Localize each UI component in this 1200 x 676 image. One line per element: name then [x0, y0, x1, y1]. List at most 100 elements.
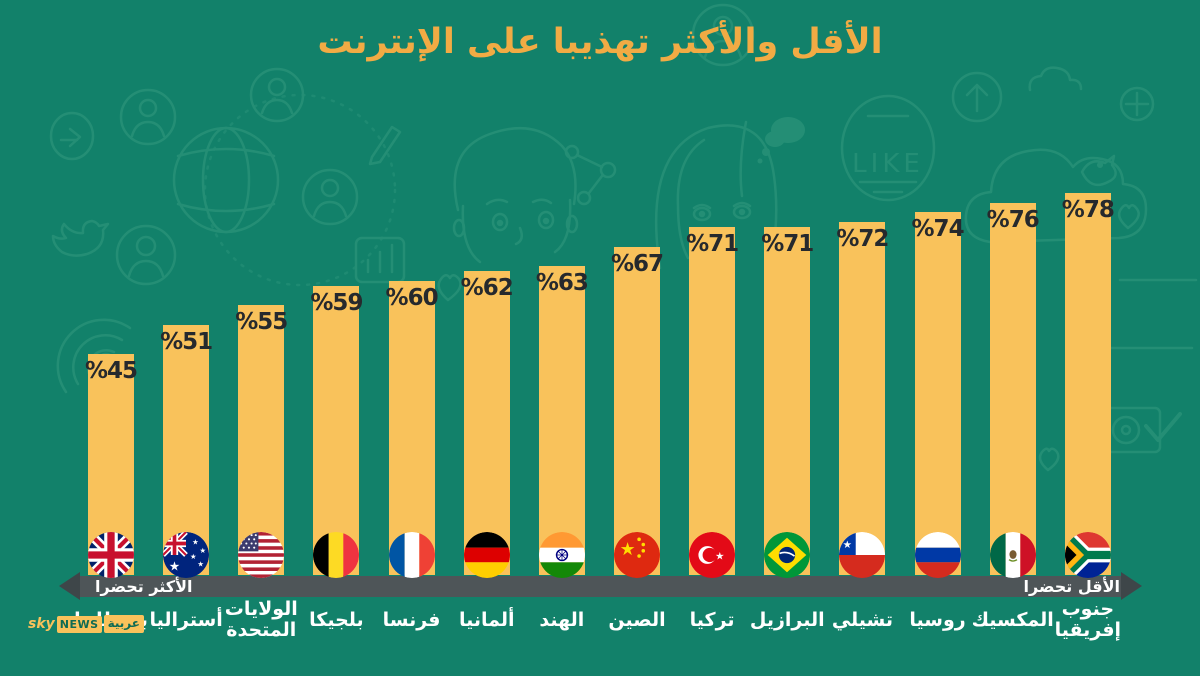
- axis-label-most-civil: الأكثر تحضرا: [95, 577, 193, 596]
- country-label: جنوب إفريقيا: [1054, 598, 1122, 641]
- country-label: ألمانيا: [458, 608, 515, 631]
- bar-value-label: %45: [84, 358, 138, 384]
- skynews-arabia-logo: sky NEWS عربية: [28, 615, 144, 633]
- country-label: بلجيكا: [309, 608, 364, 631]
- bar-brazil: %71: [761, 227, 814, 575]
- user-circle-icon: [121, 90, 175, 144]
- user-circle-icon: [693, 5, 753, 65]
- flag-australia-icon: ★ ★ ★ ★ ★: [163, 532, 210, 578]
- column-belgium: %59: [310, 286, 363, 578]
- country-label: فرنسا: [382, 608, 441, 631]
- svg-text:★: ★: [190, 552, 197, 561]
- logo-news-text: NEWS: [56, 615, 102, 633]
- bar-chile: %72: [836, 222, 889, 575]
- flag-mexico-icon: [989, 532, 1036, 578]
- country-label: الصين: [608, 608, 666, 631]
- bar-turkey: %71: [686, 227, 739, 575]
- bar-germany: %62: [460, 271, 514, 575]
- country-label: الهند: [539, 608, 585, 631]
- country-labels-row: بريطانيا أستراليا الولايات المتحدة بلجيك…: [74, 598, 1122, 642]
- bar-value-label: %74: [911, 216, 965, 242]
- girl-face-icon: [656, 122, 776, 268]
- cloud-bird-icon: [966, 150, 1146, 242]
- flag-france-icon: [388, 532, 435, 578]
- bar-value-label: %55: [235, 309, 288, 335]
- user-circle-icon: [117, 226, 175, 284]
- molecule-icon: [566, 146, 615, 204]
- flag-brazil-icon: [764, 532, 811, 578]
- axis-label-least-civil: الأقل تحضرا: [1023, 577, 1120, 596]
- country-label: روسيا: [909, 608, 966, 631]
- thought-bubble-icon: [757, 117, 805, 164]
- pencil-icon: [370, 127, 400, 164]
- flag-india-icon: [538, 532, 585, 578]
- column-russia: %74: [911, 212, 965, 578]
- bar-value-label: %62: [460, 275, 514, 301]
- svg-text:★: ★: [200, 546, 207, 555]
- svg-text:★: ★: [192, 538, 199, 547]
- svg-text:★: ★: [198, 560, 205, 569]
- like-badge-icon: LIKE: [842, 96, 934, 200]
- axis-arrow-left-icon: [59, 572, 80, 600]
- x-axis-bar: [77, 576, 1123, 597]
- svg-text:★: ★: [843, 539, 852, 551]
- country-label: الولايات المتحدة: [224, 598, 298, 641]
- column-france: %60: [385, 281, 439, 578]
- bar-usa: %55: [235, 305, 288, 575]
- bar-value-label: %71: [686, 231, 739, 257]
- camera-check-icon: [1106, 408, 1180, 452]
- column-britain: %45: [84, 354, 138, 578]
- bar-value-label: %76: [986, 207, 1040, 233]
- line-doodle: [1106, 280, 1196, 348]
- bar-value-label: %63: [535, 270, 589, 296]
- flag-turkey-icon: ★: [689, 532, 736, 578]
- column-australia: %51 ★ ★ ★ ★ ★: [160, 325, 213, 578]
- column-south-africa: %78: [1061, 193, 1115, 578]
- column-usa: %55: [235, 305, 288, 578]
- country-label: تركيا: [689, 608, 735, 631]
- country-label: تشيلي: [831, 608, 894, 631]
- flag-belgium-icon: [313, 532, 360, 578]
- country-label: المكسيك: [971, 608, 1054, 631]
- globe-icon: [174, 128, 278, 232]
- flag-united-states-icon: [238, 532, 285, 578]
- flag-china-icon: ★: [613, 532, 660, 578]
- flag-germany-icon: [463, 532, 510, 578]
- crosshair-icon: [1121, 88, 1153, 120]
- flag-united-kingdom-icon: [88, 532, 134, 578]
- arrow-up-circle-icon: [953, 73, 1001, 121]
- logo-sky-text: sky: [28, 616, 55, 632]
- column-mexico: %76: [986, 203, 1040, 578]
- user-circle-icon: [303, 170, 357, 224]
- bar-value-label: %78: [1061, 197, 1115, 223]
- user-circle-icon: [251, 69, 303, 121]
- country-label: البرازيل: [749, 608, 825, 631]
- twitter-bird-icon: [53, 221, 108, 256]
- axis-arrow-right-icon: [1121, 572, 1142, 600]
- bar-value-label: %59: [310, 290, 363, 316]
- bar-china: %67: [610, 247, 664, 575]
- column-india: %63: [535, 266, 589, 578]
- bar-south-africa: %78: [1061, 193, 1115, 575]
- column-chile: %72 ★: [836, 222, 889, 578]
- bar-mexico: %76: [986, 203, 1040, 575]
- cloud-icon: [1030, 68, 1081, 90]
- bar-value-label: %67: [610, 251, 664, 277]
- logo-arabia-text: عربية: [103, 615, 144, 633]
- svg-text:LIKE: LIKE: [852, 149, 924, 179]
- svg-text:★: ★: [620, 540, 636, 560]
- bar-value-label: %60: [385, 285, 439, 311]
- svg-text:★: ★: [169, 559, 180, 574]
- bar-value-label: %51: [160, 329, 213, 355]
- bar-chart-icon: [356, 238, 404, 282]
- column-china: %67 ★: [610, 247, 664, 578]
- country-label: أستراليا: [149, 608, 223, 631]
- flag-russia-icon: [914, 532, 961, 578]
- bar-chart: %45 %51: [84, 0, 1115, 578]
- bar-india: %63: [535, 266, 589, 575]
- column-turkey: %71 ★: [686, 227, 739, 578]
- svg-text:★: ★: [715, 551, 724, 563]
- dotted-orbit-icon: [205, 95, 395, 285]
- share-arrow-icon: [51, 113, 93, 159]
